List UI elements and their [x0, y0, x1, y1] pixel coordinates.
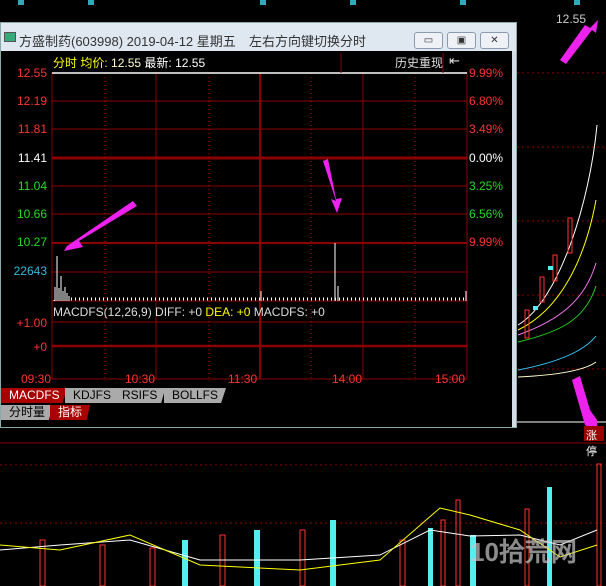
price-label: 12.19: [16, 94, 47, 108]
last-price-label: 最新:: [144, 56, 172, 70]
minimize-button[interactable]: ▭: [414, 32, 443, 49]
volume-max-label: 22643: [13, 264, 47, 278]
macd-diff: DIFF: +0: [155, 305, 203, 319]
pct-label: 6.80%: [469, 94, 504, 108]
intraday-grid: [51, 53, 468, 380]
back-to-start-icon[interactable]: ⇤: [449, 53, 460, 68]
macd-tick: +0: [33, 340, 47, 354]
time-label: 10:30: [125, 372, 156, 386]
time-label: 14:00: [332, 372, 363, 386]
tab-macdfs[interactable]: MACDFS: [1, 388, 68, 403]
pct-label: 9.99%: [469, 66, 504, 80]
volume-bars-intraday: [53, 243, 467, 301]
tab-kdjfs[interactable]: KDJFS: [65, 388, 120, 403]
watermark-logo: 10拾荒网: [470, 537, 577, 567]
close-button[interactable]: ✕: [480, 32, 509, 49]
limit-up-badge: 涨停: [586, 430, 597, 458]
tab-bollfs[interactable]: BOLLFS: [164, 388, 227, 403]
pct-label: 6.56%: [469, 207, 504, 221]
macd-tick: +1.00: [16, 316, 47, 330]
price-label: 10.27: [16, 235, 47, 249]
pct-label: 3.25%: [469, 179, 504, 193]
pct-label: 9.99%: [469, 235, 504, 249]
intraday-label: 分时: [53, 56, 78, 70]
history-replay-button[interactable]: 历史重现: [395, 56, 444, 70]
time-label: 11:30: [228, 372, 258, 386]
price-label: 12.55: [16, 66, 47, 80]
pct-label: 3.49%: [469, 122, 504, 136]
price-label: 11.41: [17, 151, 47, 165]
macd-dea: DEA: +0: [205, 305, 251, 319]
chart-panel: 分时 均价: 12.55 最新: 12.55 历史重现 ⇤ 12.55 12.1…: [1, 51, 512, 427]
window-title: 方盛制药(603998) 2019-04-12 星期五: [19, 34, 236, 49]
bg-last-price: 12.55: [556, 12, 587, 26]
avg-price-label: 均价:: [80, 56, 108, 70]
restore-button[interactable]: ▣: [447, 32, 476, 49]
price-label: 11.04: [17, 179, 47, 193]
title-bar[interactable]: 方盛制药(603998) 2019-04-12 星期五 左右方向键切换分时 ▭ …: [1, 23, 516, 51]
avg-price-value: 12.55: [111, 56, 142, 70]
macd-value: MACDFS: +0: [253, 305, 325, 319]
intraday-window: 方盛制药(603998) 2019-04-12 星期五 左右方向键切换分时 ▭ …: [0, 22, 517, 428]
window-hint: 左右方向键切换分时: [249, 34, 367, 49]
price-label: 11.81: [17, 122, 47, 136]
price-label: 10.66: [16, 207, 47, 221]
tab-rsifs[interactable]: RSIFS: [114, 388, 166, 403]
pct-label: 0.00%: [469, 151, 504, 165]
time-label: 09:30: [21, 372, 52, 386]
last-price-value: 12.55: [175, 56, 206, 70]
tab-volume[interactable]: 分时量: [1, 405, 54, 420]
time-label: 15:00: [435, 372, 466, 386]
app-icon: [4, 32, 16, 42]
macd-name: MACDFS(12,26,9): [53, 305, 152, 319]
tab-indicator[interactable]: 指标: [50, 405, 91, 420]
